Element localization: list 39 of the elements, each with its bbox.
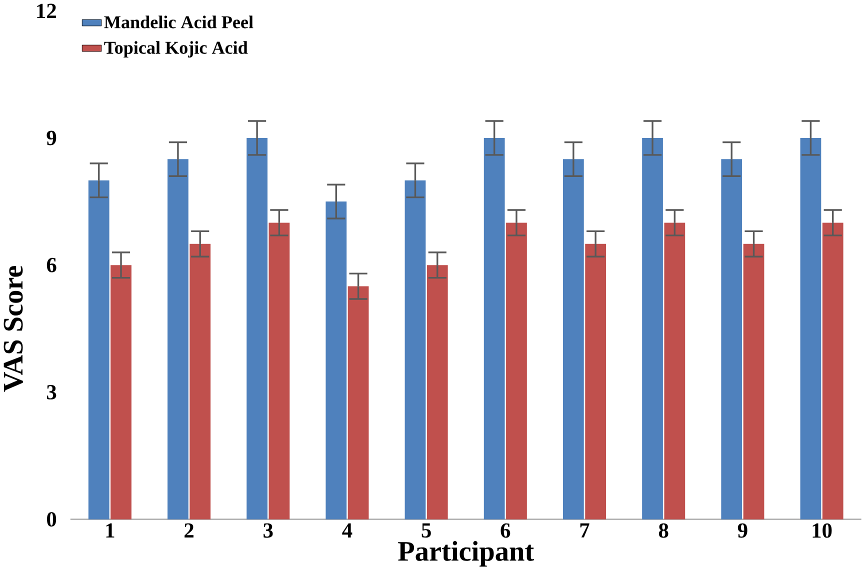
x-tick-label: 10 — [812, 523, 832, 538]
bar — [664, 222, 686, 520]
bar — [326, 201, 347, 520]
x-tick-label: 1 — [106, 523, 114, 538]
legend-label: Topical Kojic Acid — [104, 40, 248, 58]
bar — [88, 180, 110, 520]
bar — [190, 244, 211, 520]
bar — [800, 138, 822, 520]
y-axis-title: VAS Score — [4, 266, 23, 392]
bar — [404, 180, 426, 520]
x-tick-label: 7 — [580, 523, 590, 538]
bar — [822, 222, 844, 520]
y-tick-label: 6 — [46, 258, 56, 272]
x-tick-label: 6 — [500, 523, 510, 538]
x-tick-label: 2 — [184, 523, 194, 538]
bar — [426, 264, 448, 520]
bar — [268, 222, 290, 520]
bar — [721, 158, 742, 520]
y-tick-label: 12 — [37, 4, 56, 18]
bar — [246, 138, 268, 520]
bar — [110, 264, 132, 520]
bar — [642, 138, 663, 520]
y-tick-label: 0 — [46, 512, 56, 526]
x-tick-label: 5 — [422, 523, 431, 538]
bar — [585, 244, 606, 520]
bar — [562, 158, 584, 520]
bar — [506, 222, 527, 520]
x-tick-label: 4 — [342, 523, 352, 538]
y-tick-label: 3 — [46, 384, 56, 400]
bar — [168, 158, 188, 520]
bar — [484, 138, 505, 520]
x-axis-title: Participant — [398, 540, 534, 566]
bar — [743, 244, 764, 520]
x-tick-label: 8 — [658, 523, 668, 538]
bar — [348, 286, 369, 520]
x-tick-label: 9 — [738, 523, 748, 538]
y-tick-label: 9 — [46, 130, 56, 145]
legend-label: Mandelic Acid Peel — [104, 15, 254, 28]
x-tick-label: 3 — [264, 523, 273, 538]
